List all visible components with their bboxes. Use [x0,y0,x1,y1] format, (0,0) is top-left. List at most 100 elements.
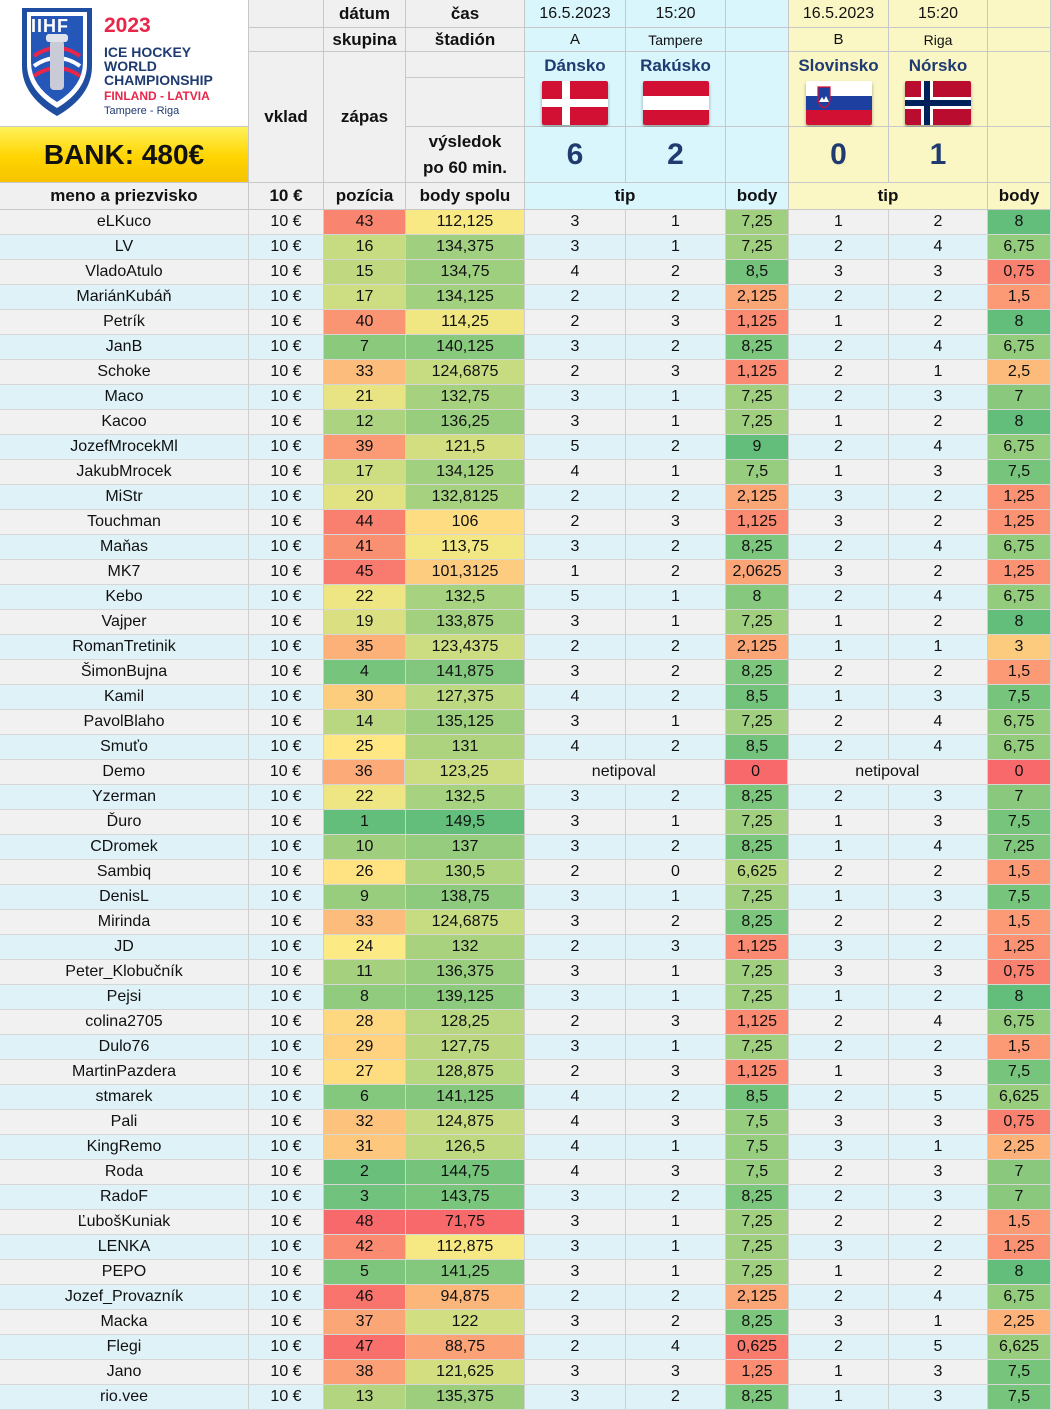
points2-cell: 3 [988,635,1051,660]
points2-cell: 7,5 [988,810,1051,835]
tip2-home-cell: 1 [789,210,889,235]
points1-cell: 0,625 [726,1335,789,1360]
tip2-home-cell: 2 [789,385,889,410]
tip1-home-cell: 3 [525,385,626,410]
logo-line3: CHAMPIONSHIP [104,72,213,88]
tip2-away-cell: 4 [889,1285,988,1310]
total-points-cell: 123,25 [405,760,525,785]
points2-cell: 8 [988,1260,1051,1285]
points2-cell: 1,25 [988,935,1051,960]
points1-cell: 9 [726,435,789,460]
player-name-cell: DenisL [0,885,249,910]
points1-cell: 8,5 [726,735,789,760]
tip1-home-cell: 4 [525,460,626,485]
tip2-away-cell: 2 [889,910,988,935]
position-cell: 10 [324,835,406,860]
match1-blank [726,0,789,28]
points1-cell: 2,0625 [726,560,789,585]
table-row: Pejsi 10 €8 139,125 3 1 7,25 1 2 8 [0,985,1051,1010]
position-cell: 3 [324,1185,406,1210]
stake-cell: 10 € [249,235,324,260]
tip2-away-cell: 5 [889,1335,988,1360]
position-cell: 9 [324,885,406,910]
tip2-home-cell: 2 [789,1010,889,1035]
points2-cell: 8 [988,310,1051,335]
tip1-away-cell: 2 [626,1185,726,1210]
total-points-cell: 106 [406,510,525,535]
position-cell: 33 [324,360,406,385]
tip2-home-cell: 1 [789,410,889,435]
stake-cell: 10 € [249,860,324,885]
position-cell: 43 [324,210,406,235]
table-row: rio.vee 10 €13 135,375 3 2 8,25 1 3 7,5 [0,1385,1051,1410]
tip1-away-cell: 2 [626,660,726,685]
points1-cell: 8,25 [726,535,789,560]
points2-cell: 7,5 [988,1385,1051,1410]
points1-cell: 2,125 [726,635,789,660]
stake-cell: 10 € [249,410,324,435]
tip1-away-cell: 2 [626,910,726,935]
total-points-cell: 132,8125 [406,485,525,510]
tip2-away-cell: 2 [889,1035,988,1060]
match1-time: 15:20 [626,0,726,28]
table-row: JD 10 €24 132 2 3 1,125 3 2 1,25 [0,935,1051,960]
total-points-cell: 123,4375 [406,635,525,660]
table-row: Kacoo 10 €12 136,25 3 1 7,25 1 2 8 [0,410,1051,435]
tip2-away-cell: 2 [889,285,988,310]
tip1-away-cell: 2 [626,735,726,760]
stake-cell: 10 € [249,1235,324,1260]
tip2-home-cell: 1 [789,835,889,860]
table-row: Demo 10 €36 123,25 netipoval 0 netipoval 0 [0,760,1051,785]
tip2-away-cell: 1 [889,635,988,660]
header-result-line1: výsledok [428,131,502,151]
position-cell: 2 [324,1160,406,1185]
position-cell: 11 [324,960,406,985]
player-name-cell: Kebo [0,585,249,610]
points1-cell: 8 [726,585,789,610]
total-points-cell: 144,75 [406,1160,525,1185]
points1-cell: 7,25 [726,1235,789,1260]
tip1-away-cell: 2 [626,1385,726,1410]
tip2-away-cell: 2 [889,310,988,335]
position-cell: 35 [324,635,406,660]
tip2-home-cell: 2 [789,735,889,760]
stake-cell: 10 € [249,1210,324,1235]
match2-blank-4 [988,127,1051,183]
points1-cell: 7,25 [726,810,789,835]
points1-cell: 1,125 [726,360,789,385]
points2-cell: 8 [988,410,1051,435]
points2-cell: 1,25 [988,485,1051,510]
position-cell: 29 [324,1035,406,1060]
player-name-cell: MariánKubáň [0,285,249,310]
total-points-cell: 124,6875 [406,360,525,385]
position-cell: 13 [324,1385,406,1410]
stake-cell: 10 € [248,760,324,785]
tip1-home-cell: 2 [525,310,626,335]
points1-cell: 7,25 [726,610,789,635]
points1-cell: 7,25 [726,1260,789,1285]
tip1-away-cell: 1 [626,810,726,835]
stake-cell: 10 € [249,585,324,610]
table-row: LV 10 €16 134,375 3 1 7,25 2 4 6,75 [0,235,1051,260]
points1-cell: 8,25 [726,910,789,935]
table-row: Macka 10 €37 122 3 2 8,25 3 1 2,25 [0,1310,1051,1335]
total-points-cell: 113,75 [406,535,525,560]
match1-away-score: 2 [626,127,726,183]
points2-cell: 7,5 [988,885,1051,910]
tip1-away-cell: 1 [626,960,726,985]
tip1-home-cell: 3 [525,535,626,560]
tip1-home-cell: 3 [525,660,626,685]
tip2-home-cell: 2 [789,1160,889,1185]
player-name-cell: Touchman [0,510,249,535]
player-name-cell: PEPO [0,1260,249,1285]
tip1-away-cell: 2 [626,835,726,860]
tip1-away-cell: 2 [626,1085,726,1110]
position-cell: 19 [324,610,406,635]
points2-cell: 6,75 [988,335,1051,360]
player-name-cell: LENKA [0,1235,249,1260]
stake-cell: 10 € [249,1160,324,1185]
player-name-cell: Pejsi [0,985,249,1010]
tip1-home-cell: 2 [525,635,626,660]
tip1-away-cell: 3 [626,1160,726,1185]
